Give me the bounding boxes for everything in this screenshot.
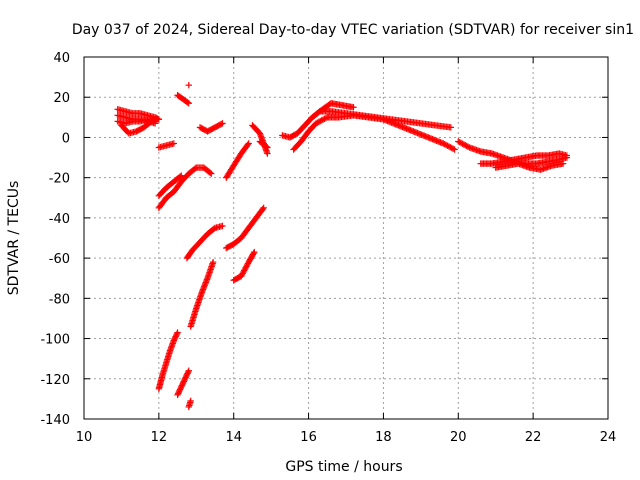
- x-tick-label: 16: [300, 430, 317, 445]
- data-point: [184, 368, 192, 376]
- data-point: [264, 150, 271, 157]
- data-point: [459, 140, 466, 147]
- data-point: [240, 268, 247, 276]
- y-tick-label: -120: [40, 373, 70, 388]
- x-axis-label: GPS time / hours: [285, 459, 402, 475]
- data-point: [259, 205, 266, 213]
- chart-title: Day 037 of 2024, Sidereal Day-to-day VTE…: [72, 22, 634, 38]
- data-point: [153, 116, 161, 123]
- y-axis-label: SDTVAR / TECUs: [6, 181, 22, 296]
- y-tick-label: -140: [40, 413, 70, 428]
- data-point: [242, 264, 249, 271]
- y-tick-label: 40: [53, 51, 70, 66]
- data-point: [440, 140, 447, 147]
- data-point: [315, 118, 323, 126]
- data-point: [457, 139, 465, 147]
- x-tick-label: 18: [375, 430, 392, 445]
- data-point: [456, 139, 463, 146]
- data-point: [174, 329, 181, 336]
- data-point: [170, 140, 178, 147]
- data-point: [449, 145, 457, 152]
- data-point: [559, 160, 567, 167]
- data-point: [241, 265, 249, 273]
- data-point: [238, 273, 245, 280]
- data-point: [460, 141, 468, 148]
- axis-ticks: [83, 56, 609, 420]
- data-point: [185, 100, 192, 107]
- data-point: [260, 204, 267, 212]
- data-point: [442, 141, 450, 149]
- data-point: [208, 170, 215, 177]
- data-point: [464, 143, 472, 150]
- data-point: [206, 169, 214, 176]
- data-point: [322, 114, 330, 122]
- data-point: [451, 146, 458, 153]
- data-point: [219, 120, 226, 127]
- plot-frame: [83, 56, 609, 420]
- y-tick-label: -100: [40, 333, 70, 348]
- data-point: [251, 248, 258, 256]
- tick-labels: 10 12 14 16 18 20 22 24 -140 -120 -100 -80 -60 -40 -20…: [40, 51, 616, 445]
- x-tick-label: 24: [600, 430, 617, 445]
- data-point: [178, 172, 185, 179]
- data-point: [441, 141, 448, 148]
- data-point: [239, 270, 246, 277]
- data-point: [463, 142, 470, 150]
- y-tick-label: 0: [62, 131, 70, 146]
- x-tick-label: 22: [525, 430, 542, 445]
- grid: [84, 57, 608, 419]
- data-point: [244, 141, 251, 148]
- data-point: [185, 367, 192, 374]
- data-point: [462, 142, 469, 149]
- data-point: [173, 330, 181, 338]
- data-point: [314, 119, 321, 126]
- data-point: [447, 144, 454, 151]
- data-point: [263, 143, 270, 150]
- data-point: [350, 104, 357, 111]
- data-point: [264, 144, 271, 151]
- data-point: [250, 250, 257, 257]
- data-point: [187, 397, 194, 405]
- data-point: [447, 124, 454, 131]
- data-point: [243, 263, 250, 270]
- x-tick-label: 12: [151, 430, 168, 445]
- data-point: [209, 258, 217, 266]
- data-point: [238, 271, 246, 279]
- x-tick-label: 14: [225, 430, 242, 445]
- y-tick-label: -80: [49, 292, 70, 307]
- data-point: [455, 138, 462, 145]
- data-point: [318, 117, 325, 124]
- data-point: [240, 267, 248, 274]
- data-point: [317, 117, 324, 125]
- data-point: [444, 142, 451, 149]
- y-tick-label: -40: [49, 212, 70, 227]
- data-point: [448, 144, 455, 152]
- data-point: [243, 261, 251, 269]
- data-point: [445, 143, 453, 150]
- y-tick-label: -60: [49, 252, 70, 267]
- data-point: [185, 81, 192, 89]
- x-tick-label: 20: [450, 430, 467, 445]
- data-point: [245, 140, 252, 147]
- data-point: [321, 115, 328, 123]
- y-tick-label: 20: [53, 91, 70, 106]
- data-point: [177, 173, 184, 180]
- data-point: [563, 152, 571, 159]
- data-point: [218, 120, 225, 128]
- x-tick-label: 10: [76, 430, 93, 445]
- data-points: [114, 81, 571, 411]
- y-tick-label: -20: [49, 172, 70, 187]
- data-point: [319, 116, 327, 123]
- data-point: [184, 99, 191, 106]
- data-point: [219, 222, 226, 230]
- data-point: [312, 120, 320, 127]
